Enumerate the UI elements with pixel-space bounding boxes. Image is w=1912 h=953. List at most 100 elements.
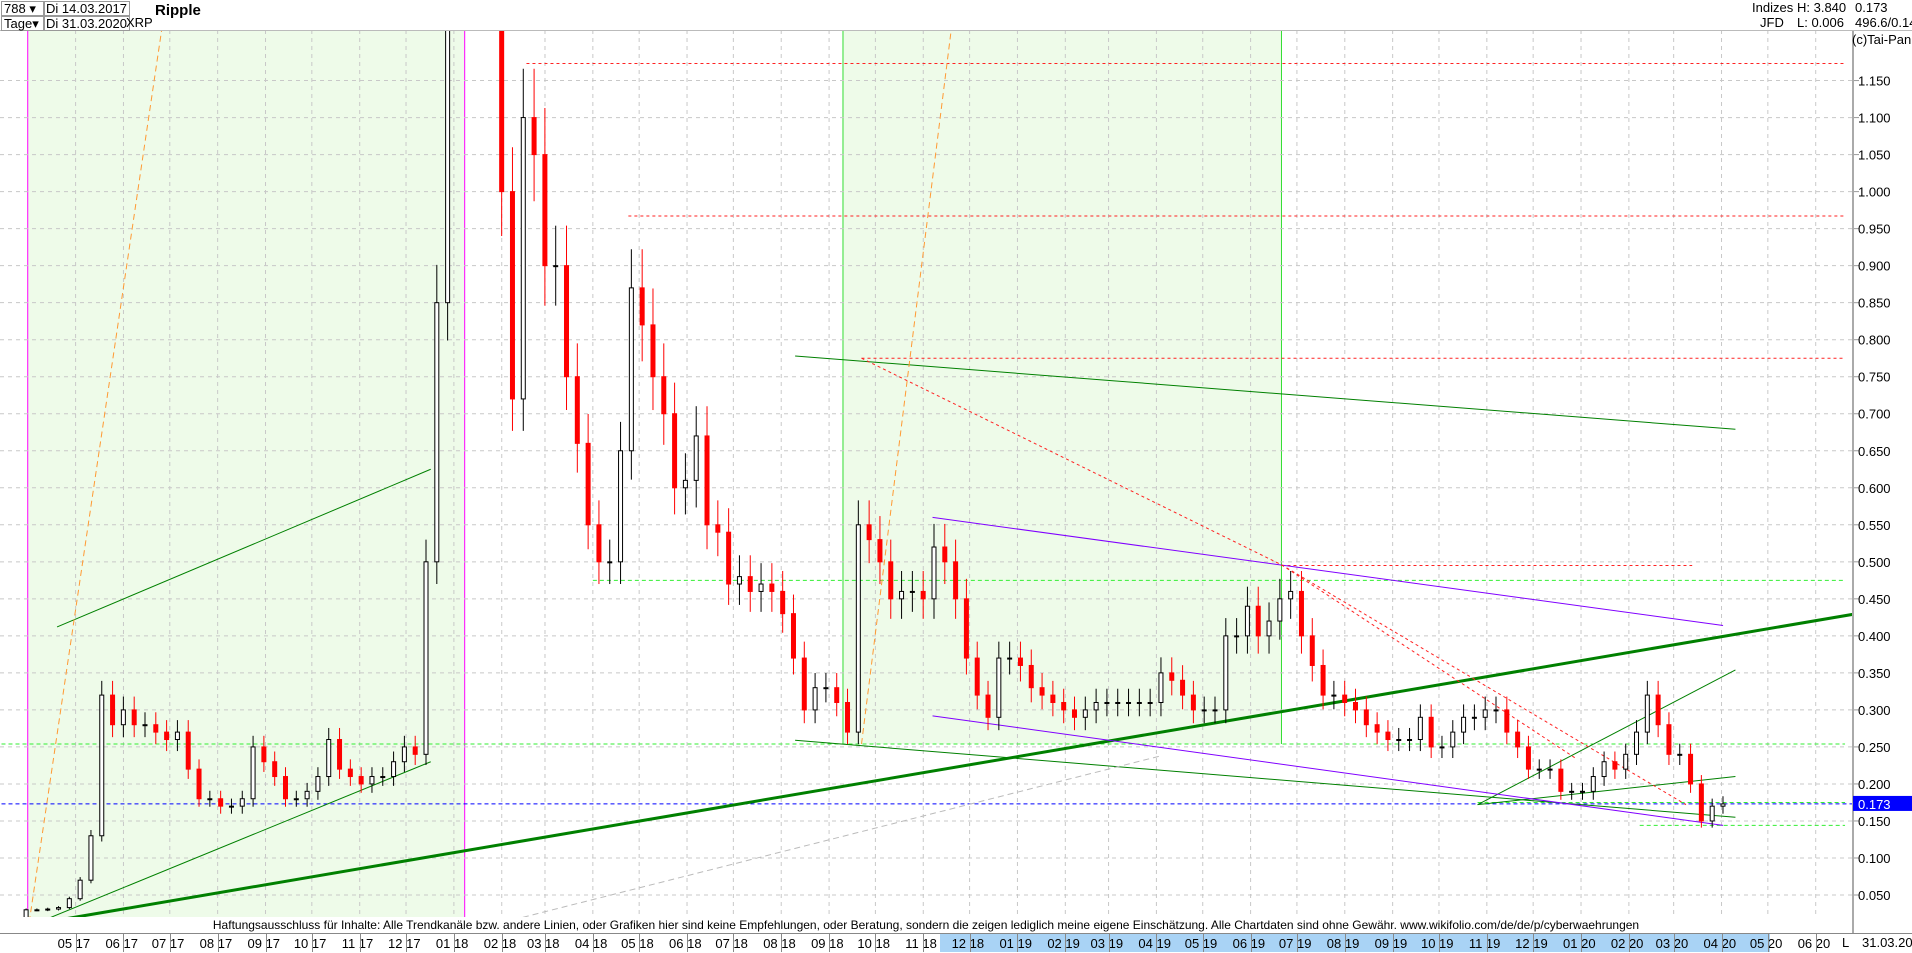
- candle-body: [1331, 694, 1337, 697]
- x-tick: [1156, 934, 1158, 952]
- candle-body: [218, 798, 224, 807]
- x-tick: [1392, 934, 1394, 952]
- x-tick: [1250, 934, 1252, 952]
- disclaimer-text: Haftungsausschluss für Inhalte: Alle Tre…: [212, 918, 1640, 932]
- x-tick-label: 02 18: [483, 936, 517, 951]
- candle-body: [1007, 657, 1013, 660]
- x-tick-label: 01 19: [999, 936, 1032, 951]
- x-tick-label: 04 20: [1703, 936, 1737, 951]
- y-tick-label: 0.600: [1858, 481, 1891, 496]
- candle-body: [23, 909, 29, 917]
- last-value: 0.173: [1855, 0, 1888, 15]
- x-tick: [829, 934, 831, 952]
- candle-body: [1061, 701, 1067, 711]
- candle-body: [1439, 746, 1445, 749]
- candle-body: [1601, 761, 1607, 778]
- x-tick: [1581, 934, 1583, 952]
- trendline: [67, 612, 1853, 917]
- candle-body: [326, 739, 332, 778]
- candle-body: [672, 413, 678, 489]
- candle-body: [1666, 724, 1672, 755]
- x-tick: [123, 934, 125, 952]
- y-tick-label: 0.200: [1858, 777, 1891, 792]
- trendline: [1281, 564, 1577, 760]
- candle-body: [963, 598, 969, 659]
- x-tick-label: 01 18: [435, 936, 469, 951]
- x-tick: [923, 934, 925, 952]
- x-tick-label: 05 18: [621, 936, 654, 951]
- x-tick-label: 10 19: [1420, 936, 1454, 951]
- candle-body: [1082, 709, 1088, 718]
- x-axis-scrollbar[interactable]: [940, 934, 1770, 952]
- candle-body: [942, 546, 948, 563]
- candle-body: [758, 583, 764, 592]
- x-tick-label: 12 18: [951, 936, 985, 951]
- x-tick-label: 01 20: [1563, 936, 1596, 951]
- x-tick-label: 07 17: [151, 936, 185, 951]
- extra-value: 496.6/0.14: [1855, 15, 1912, 30]
- trendline: [861, 30, 952, 745]
- instrument-name: Ripple: [155, 2, 201, 19]
- x-tick-label: 02 20: [1610, 936, 1644, 951]
- candle-body: [553, 265, 559, 268]
- candle-body: [1720, 803, 1726, 807]
- candle-body: [1407, 739, 1413, 742]
- candle-body: [1623, 753, 1629, 770]
- symbol: XRP: [126, 15, 153, 30]
- x-tick-label: 09 17: [247, 936, 281, 951]
- x-tick-label: 10 18: [857, 936, 890, 951]
- candle-body: [1547, 768, 1553, 771]
- candle-body: [1612, 761, 1618, 770]
- x-tick-label: 11 18: [905, 936, 937, 951]
- candle-body: [380, 776, 386, 779]
- y-tick-label: 0.650: [1858, 444, 1891, 459]
- candle-body: [120, 709, 126, 726]
- candle-body: [1655, 694, 1661, 726]
- y-tick-label: 0.750: [1858, 370, 1891, 385]
- candle-body: [1634, 731, 1640, 755]
- candle-body: [445, 30, 451, 304]
- candle-body: [1255, 605, 1261, 637]
- highlight-zone: [27, 30, 465, 917]
- candle-body: [812, 687, 818, 711]
- candle-body: [909, 590, 915, 593]
- candle-body: [250, 746, 256, 800]
- candle-body: [726, 531, 732, 585]
- candle-body: [185, 731, 191, 770]
- x-tick: [639, 934, 641, 952]
- x-tick: [1202, 934, 1204, 952]
- candle-body: [261, 746, 267, 763]
- candle-body: [423, 561, 429, 755]
- candle-body: [996, 657, 1002, 718]
- horizontal-levels: [1, 63, 1853, 826]
- x-tick-label: 07 19: [1278, 936, 1312, 951]
- trendline: [932, 715, 1724, 826]
- candle-body: [520, 117, 526, 400]
- date-to-field[interactable]: Di 31.03.2020: [43, 16, 130, 31]
- candle-body: [412, 746, 418, 755]
- scale-mode[interactable]: L: [1842, 935, 1850, 950]
- candle-body: [661, 376, 667, 415]
- period-select[interactable]: Tage▾: [1, 16, 45, 31]
- candle-body: [1558, 768, 1564, 792]
- x-tick: [265, 934, 267, 952]
- y-tick-label: 0.850: [1858, 296, 1891, 311]
- candle-body: [196, 768, 202, 800]
- date-from-field[interactable]: Di 14.03.2017: [43, 1, 130, 16]
- y-tick-label: 0.450: [1858, 592, 1891, 607]
- candle-body: [845, 701, 851, 733]
- bars-count-select[interactable]: 788 ▾: [1, 1, 45, 16]
- candle-body: [866, 524, 872, 541]
- candle-body: [304, 790, 310, 800]
- candle-body: [1450, 731, 1456, 748]
- y-tick-label: 1.050: [1858, 148, 1891, 163]
- candle-body: [736, 576, 742, 585]
- candle-body: [110, 694, 116, 726]
- x-tick-label: 05 17: [57, 936, 91, 951]
- low-value: L: 0.006: [1797, 15, 1844, 30]
- candle-body: [639, 287, 645, 326]
- y-tick-label: 0.250: [1858, 740, 1891, 755]
- y-tick-label: 0.500: [1858, 555, 1891, 570]
- y-tick-label: 0.400: [1858, 629, 1891, 644]
